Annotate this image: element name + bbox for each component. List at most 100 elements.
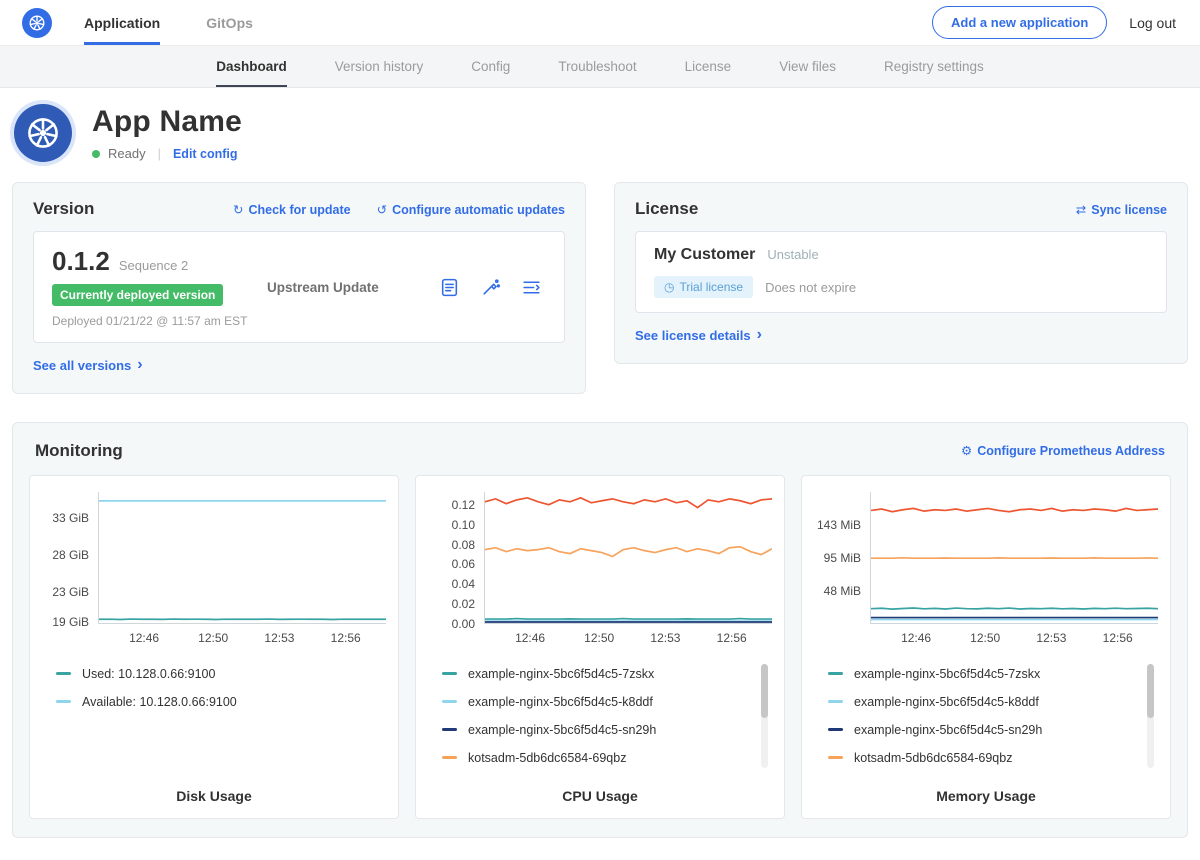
chart-plot <box>870 492 1158 624</box>
y-tick-label: 0.06 <box>452 557 475 571</box>
legend-color-dash <box>56 672 71 675</box>
legend-scrollbar[interactable] <box>1147 664 1154 768</box>
legend-item: example-nginx-5bc6f5d4c5-7zskx <box>442 660 754 688</box>
legend-label: example-nginx-5bc6f5d4c5-sn29h <box>468 723 656 737</box>
release-notes-icon[interactable] <box>439 277 460 298</box>
subnav-item-registry-settings[interactable]: Registry settings <box>884 46 984 87</box>
legend-label: Available: 10.128.0.66:9100 <box>82 695 237 709</box>
status-dot <box>92 150 100 158</box>
legend-color-dash <box>828 672 843 675</box>
legend-label: example-nginx-5bc6f5d4c5-sn29h <box>854 723 1042 737</box>
see-all-versions-link[interactable]: See all versions › <box>33 356 143 374</box>
legend-item: example-nginx-5bc6f5d4c5-sn29h <box>442 716 754 744</box>
customer-name: My Customer <box>654 246 755 264</box>
subnav-item-troubleshoot[interactable]: Troubleshoot <box>558 46 636 87</box>
y-tick-label: 0.10 <box>452 518 475 532</box>
series-line <box>871 607 1158 608</box>
legend-item: example-nginx-5bc6f5d4c5-k8ddf <box>828 688 1140 716</box>
gear-icon: ⚙ <box>961 443 972 458</box>
x-tick-label: 12:46 <box>901 631 931 645</box>
x-axis-labels: 12:4612:5012:5312:56 <box>484 624 772 646</box>
app-title: App Name <box>92 105 242 139</box>
kubernetes-logo-icon[interactable] <box>22 8 52 38</box>
preflight-checks-icon[interactable] <box>480 277 501 298</box>
legend-label: kotsadm-5db6dc6584-69qbz <box>854 751 1012 765</box>
legend-item: Available: 10.128.0.66:9100 <box>56 688 368 716</box>
configure-prometheus-link[interactable]: ⚙Configure Prometheus Address <box>961 443 1165 458</box>
chart-title: CPU Usage <box>428 772 772 804</box>
disk-usage-chart: 33 GiB28 GiB23 GiB19 GiB 12:4612:5012:53… <box>29 475 399 819</box>
chart-legend: example-nginx-5bc6f5d4c5-7zskx example-ng… <box>442 660 754 772</box>
series-line <box>871 508 1158 511</box>
subnav-item-config[interactable]: Config <box>471 46 510 87</box>
chevron-right-icon: › <box>757 326 762 344</box>
x-tick-label: 12:56 <box>717 631 747 645</box>
x-tick-label: 12:56 <box>1103 631 1133 645</box>
y-tick-label: 0.08 <box>452 538 475 552</box>
legend-item: kotsadm-5db6dc6584-69qbz <box>828 744 1140 772</box>
add-application-button[interactable]: Add a new application <box>932 6 1107 39</box>
y-axis-labels: 0.120.100.080.060.040.020.00 <box>428 492 484 624</box>
x-tick-label: 12:50 <box>584 631 614 645</box>
legend-color-dash <box>56 700 71 703</box>
chart-legend: example-nginx-5bc6f5d4c5-7zskxexample-ng… <box>828 660 1140 772</box>
helm-wheel-icon <box>21 111 65 155</box>
series-line <box>485 618 772 619</box>
license-card: License ⇄Sync license My Customer Unstab… <box>614 182 1188 364</box>
y-axis-labels: 143 MiB95 MiB48 MiB <box>814 492 870 624</box>
legend-color-dash <box>442 672 457 675</box>
sync-license-link[interactable]: ⇄Sync license <box>1076 202 1167 217</box>
series-line <box>485 497 772 507</box>
x-tick-label: 12:50 <box>970 631 1000 645</box>
helm-wheel-icon <box>26 12 48 34</box>
legend-color-dash <box>828 756 843 759</box>
scrollbar-thumb[interactable] <box>1147 664 1154 718</box>
y-tick-label: 95 MiB <box>824 551 861 565</box>
x-tick-label: 12:53 <box>1036 631 1066 645</box>
legend-color-dash <box>442 728 457 731</box>
sync-arrows-icon: ⇄ <box>1076 202 1086 217</box>
license-box: My Customer Unstable ◷ Trial license Doe… <box>635 231 1167 313</box>
monitoring-card: Monitoring ⚙Configure Prometheus Address… <box>12 422 1188 838</box>
edit-config-link[interactable]: Edit config <box>173 147 238 161</box>
app-status-label: Ready <box>108 146 146 161</box>
x-tick-label: 12:50 <box>198 631 228 645</box>
subnav-item-license[interactable]: License <box>685 46 732 87</box>
logout-link[interactable]: Log out <box>1129 15 1176 31</box>
legend-scrollbar[interactable] <box>761 664 768 768</box>
chart-plot <box>484 492 772 624</box>
chart-title: Memory Usage <box>814 772 1158 804</box>
subnav-item-dashboard[interactable]: Dashboard <box>216 46 287 87</box>
chart-panels: 33 GiB28 GiB23 GiB19 GiB 12:4612:5012:53… <box>29 475 1171 819</box>
y-tick-label: 0.12 <box>452 498 475 512</box>
view-diff-icon[interactable] <box>521 277 542 298</box>
legend-item: example-nginx-5bc6f5d4c5-k8ddf <box>442 688 754 716</box>
scrollbar-thumb[interactable] <box>761 664 768 718</box>
check-for-update-link[interactable]: ↻Check for update <box>233 202 351 217</box>
legend-label: example-nginx-5bc6f5d4c5-k8ddf <box>468 695 653 709</box>
legend-item: Used: 10.128.0.66:9100 <box>56 660 368 688</box>
legend-item: example-nginx-5bc6f5d4c5-7zskx <box>828 660 1140 688</box>
y-tick-label: 0.04 <box>452 577 475 591</box>
legend-item: example-nginx-5bc6f5d4c5-sn29h <box>828 716 1140 744</box>
subnav-item-version-history[interactable]: Version history <box>335 46 424 87</box>
see-license-details-link[interactable]: See license details › <box>635 326 762 344</box>
cpu-usage-chart: 0.120.100.080.060.040.020.00 12:4612:501… <box>415 475 785 819</box>
y-tick-label: 19 GiB <box>52 615 89 629</box>
top-navbar: ApplicationGitOps Add a new application … <box>0 0 1200 46</box>
configure-automatic-updates-link[interactable]: ↺Configure automatic updates <box>377 202 565 217</box>
clock-icon: ◷ <box>664 280 674 294</box>
top-tab-gitops[interactable]: GitOps <box>206 0 253 45</box>
y-tick-label: 23 GiB <box>52 585 89 599</box>
top-tab-application[interactable]: Application <box>84 0 160 45</box>
subnav-item-view-files[interactable]: View files <box>779 46 836 87</box>
version-card-title: Version <box>33 199 94 219</box>
y-tick-label: 0.00 <box>452 617 475 631</box>
deployed-timestamp: Deployed 01/21/22 @ 11:57 am EST <box>52 314 267 328</box>
monitoring-title: Monitoring <box>35 441 123 461</box>
legend-label: example-nginx-5bc6f5d4c5-7zskx <box>468 667 654 681</box>
main-content: Version ↻Check for update ↺Configure aut… <box>0 182 1200 860</box>
chart-title: Disk Usage <box>42 772 386 804</box>
license-card-title: License <box>635 199 698 219</box>
x-tick-label: 12:46 <box>515 631 545 645</box>
